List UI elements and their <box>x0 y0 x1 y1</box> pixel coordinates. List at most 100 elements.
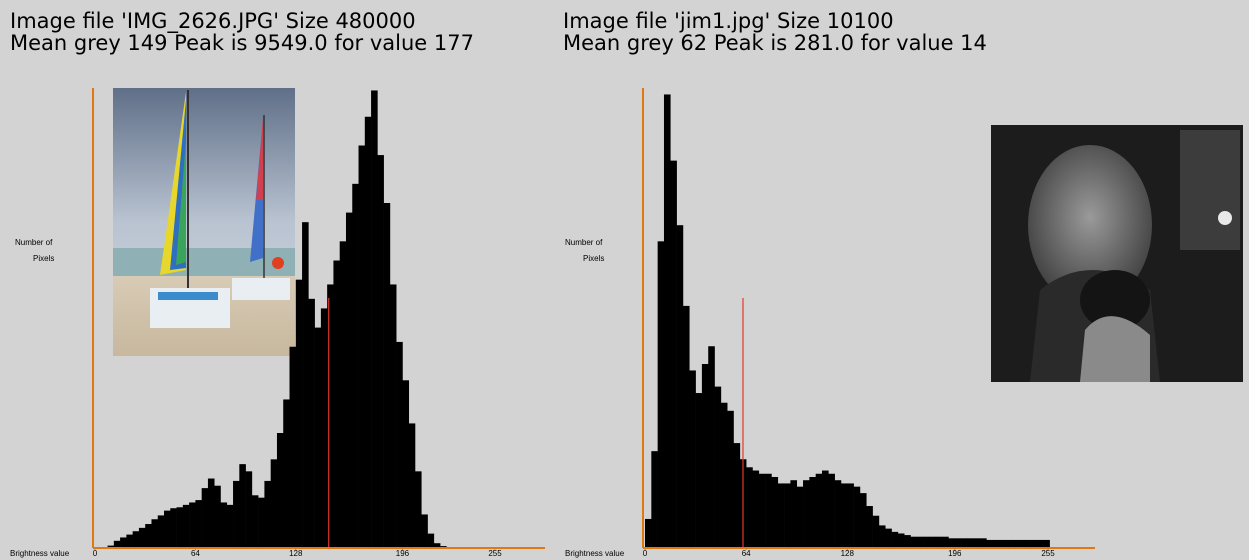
histogram-bar <box>308 299 315 548</box>
histogram-bar <box>828 474 835 548</box>
histogram-bar <box>683 306 690 548</box>
histogram-bar <box>658 241 665 548</box>
x-tick-label: 64 <box>191 549 200 558</box>
histogram-bar <box>803 480 810 548</box>
histogram-bar <box>917 537 924 548</box>
histogram-bar <box>290 347 297 548</box>
x-tick-label: 196 <box>948 549 962 558</box>
histogram-bar <box>885 529 892 548</box>
chart-title: Mean grey 149 Peak is 9549.0 for value 1… <box>10 31 474 55</box>
y-axis-label: Number of <box>565 238 603 247</box>
histogram-bar <box>277 433 284 548</box>
histogram-bar <box>746 467 753 548</box>
histogram-bar <box>296 280 303 548</box>
x-tick-label: 255 <box>488 549 502 558</box>
histogram-bar <box>333 261 340 549</box>
histogram-bar <box>993 540 1000 548</box>
histogram-bar <box>352 184 359 548</box>
histogram-bar <box>220 502 227 548</box>
histogram-bar <box>1005 540 1012 548</box>
histogram-bar <box>283 399 290 548</box>
histogram-bar <box>677 225 684 548</box>
histogram-bar <box>898 533 905 548</box>
histogram-bar <box>264 481 271 548</box>
histogram-bar <box>942 537 949 548</box>
histogram-bar <box>246 471 253 548</box>
histogram-bar <box>177 507 184 548</box>
histogram-bar <box>189 502 196 548</box>
histogram-bar <box>239 464 246 548</box>
chart-title: Image file 'jim1.jpg' Size 10100 <box>563 9 894 33</box>
histogram-bar <box>208 479 215 548</box>
histogram-bar <box>822 471 829 548</box>
x-axis-label: Brightness value <box>10 549 70 558</box>
histogram-bar <box>214 486 221 548</box>
histogram-bar <box>759 474 766 548</box>
histogram-bar <box>421 514 428 548</box>
histogram-bar <box>778 483 785 548</box>
histogram-bar <box>696 393 703 548</box>
histogram-bar <box>126 535 133 548</box>
histogram-bar <box>227 505 234 548</box>
histogram-bar <box>955 538 962 548</box>
histogram-bar <box>402 380 409 548</box>
histogram-bar <box>866 506 873 548</box>
histogram-bar <box>923 537 930 548</box>
histogram-bar <box>1037 540 1044 548</box>
histogram-bar <box>164 511 171 548</box>
histogram-bar <box>936 537 943 548</box>
histogram-bar <box>911 537 918 548</box>
y-axis-label: Pixels <box>583 254 604 263</box>
histogram-bar <box>233 481 240 548</box>
histogram-bar <box>321 308 328 548</box>
histogram-bar <box>809 477 816 548</box>
x-tick-label: 255 <box>1041 549 1055 558</box>
histogram-bar <box>145 524 152 548</box>
histogram-bar <box>377 155 384 548</box>
histogram-bar <box>986 540 993 548</box>
histogram-bar <box>847 483 854 548</box>
chart-title: Mean grey 62 Peak is 281.0 for value 14 <box>563 31 987 55</box>
histogram-bar <box>1031 540 1038 548</box>
x-axis-label: Brightness value <box>565 549 625 558</box>
histogram-bar <box>340 241 347 548</box>
histogram-bar <box>721 403 728 548</box>
histogram-bar <box>854 487 861 548</box>
histogram-bar <box>689 370 696 548</box>
histogram-bar <box>790 480 797 548</box>
histogram-bar <box>384 203 391 548</box>
histogram-bar <box>365 117 372 548</box>
histogram-bar <box>371 90 378 548</box>
histogram-bar <box>835 480 842 548</box>
histogram-bar <box>139 528 146 548</box>
histogram-bar <box>170 508 177 548</box>
histogram-bar <box>409 423 416 548</box>
histogram-bar <box>645 519 652 548</box>
histogram-bar <box>702 364 709 548</box>
histogram-bar <box>415 471 422 548</box>
histogram-bar <box>860 493 867 548</box>
histogram-bar <box>841 483 848 548</box>
histogram-bar <box>258 498 265 548</box>
histogram-bar <box>670 161 677 548</box>
histogram-bar <box>708 346 715 548</box>
histogram-bar <box>664 94 671 548</box>
histogram-bar <box>302 222 309 548</box>
histogram-bar <box>133 531 140 548</box>
histogram-bar <box>120 537 127 548</box>
screenshot: Image file 'IMG_2626.JPG' Size 480000Mea… <box>0 0 1249 560</box>
histogram-bar <box>816 474 823 548</box>
photo-portrait <box>991 125 1243 382</box>
histogram-bar <box>1043 540 1050 548</box>
histogram-bar <box>346 213 353 548</box>
histogram-bar <box>114 541 121 548</box>
x-tick-label: 0 <box>643 549 648 558</box>
y-axis-label: Number of <box>15 238 53 247</box>
histogram-bar <box>359 146 366 549</box>
histogram-bar <box>1024 540 1031 548</box>
histogram-bar <box>961 538 968 548</box>
histogram-bar <box>183 505 190 548</box>
histogram-bar <box>873 516 880 548</box>
x-tick-label: 196 <box>396 549 410 558</box>
histogram-bar <box>1018 540 1025 548</box>
